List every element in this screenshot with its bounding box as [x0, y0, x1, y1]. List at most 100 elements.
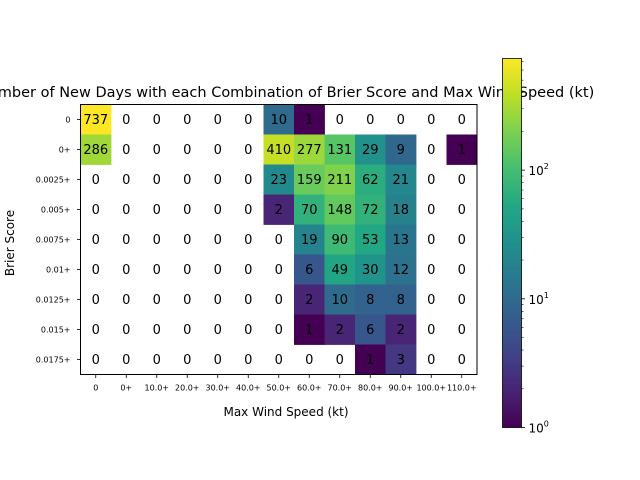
cell-value-label: 19 [301, 233, 318, 248]
cell-value-label: 8 [397, 293, 405, 308]
cell-value-label: 9 [397, 143, 405, 158]
cell-value-label: 0 [92, 323, 100, 338]
cell-value-label: 0 [336, 353, 344, 368]
cell-value-label: 0 [214, 173, 222, 188]
heatmap-cell [294, 224, 325, 255]
y-tick-label: 0 [65, 116, 70, 125]
cell-value-label: 0 [244, 233, 252, 248]
heatmap-cell [385, 254, 417, 285]
heatmap-cell [446, 134, 478, 165]
cell-value-label: 0 [153, 173, 161, 188]
cell-value-label: 0 [153, 293, 161, 308]
cell-value-label: 0 [122, 203, 130, 218]
cell-value-label: 0 [458, 173, 466, 188]
cell-value-label: 1 [458, 143, 466, 158]
cell-value-label: 286 [83, 143, 108, 158]
x-tick-label: 0 [93, 384, 98, 393]
heatmap-cell [324, 194, 356, 225]
cell-value-label: 0 [458, 113, 466, 128]
cell-value-label: 0 [214, 233, 222, 248]
colorbar-tick-label: 102 [529, 162, 549, 178]
cell-value-label: 0 [275, 233, 283, 248]
x-tick-label: 80.0+ [358, 384, 383, 393]
x-tick-label: 10.0+ [144, 384, 169, 393]
x-tick-label: 30.0+ [205, 384, 230, 393]
heatmap-cell [294, 134, 325, 165]
cell-value-label: 8 [366, 293, 374, 308]
cell-value-label: 0 [122, 353, 130, 368]
cell-value-label: 0 [214, 203, 222, 218]
cell-value-label: 148 [327, 203, 352, 218]
cell-value-label: 53 [362, 233, 379, 248]
cell-value-label: 0 [458, 353, 466, 368]
heatmap-cell [385, 134, 417, 165]
y-tick-label: 0.015+ [41, 326, 71, 335]
cell-value-label: 0 [122, 293, 130, 308]
cell-value-label: 0 [92, 173, 100, 188]
cell-value-label: 0 [153, 203, 161, 218]
y-tick-labels: 0 0+ 0.0025+ 0.005+ 0.0075+ 0.01+ 0.0125+ 0.015… [36, 116, 81, 365]
heatmap-cell [324, 254, 356, 285]
cell-value-label: 0 [153, 143, 161, 158]
cell-value-label: 0 [183, 173, 191, 188]
x-tick-label: 0+ [120, 384, 132, 393]
cell-value-label: 12 [392, 263, 409, 278]
cell-value-label: 49 [331, 263, 348, 278]
heatmap-cell [324, 224, 356, 255]
cell-value-label: 30 [362, 263, 379, 278]
colorbar: 100 101 102 [502, 58, 549, 436]
cell-value-label: 6 [366, 323, 374, 338]
cell-value-label: 18 [392, 203, 409, 218]
y-axis-label: Brier Score [3, 210, 17, 276]
cell-value-label: 0 [122, 173, 130, 188]
cell-value-label: 2 [305, 293, 313, 308]
x-tick-label: 110.0+ [447, 384, 477, 393]
heatmap-cell [355, 284, 386, 315]
heatmap-cell [263, 104, 295, 135]
cell-value-label: 0 [244, 353, 252, 368]
heatmap-cell [324, 164, 356, 195]
cell-value-label: 0 [458, 233, 466, 248]
heatmap-cell [263, 164, 295, 195]
cell-value-label: 0 [458, 323, 466, 338]
colorbar-tick-label: 100 [529, 420, 549, 436]
cell-value-label: 0 [427, 113, 435, 128]
cell-value-label: 0 [244, 143, 252, 158]
cell-value-label: 0 [122, 113, 130, 128]
x-axis-label: Max Wind Speed (kt) [223, 405, 348, 419]
y-tick-label: 0+ [59, 146, 71, 155]
cell-value-label: 70 [301, 203, 318, 218]
cell-value-label: 0 [214, 293, 222, 308]
cell-value-label: 0 [458, 263, 466, 278]
heatmap-cell [355, 134, 386, 165]
cell-value-label: 0 [244, 203, 252, 218]
heatmap-cell [355, 224, 386, 255]
heatmap-cell [263, 194, 295, 225]
cell-value-label: 0 [427, 353, 435, 368]
cell-value-label: 0 [153, 263, 161, 278]
cell-value-label: 0 [275, 263, 283, 278]
cell-value-label: 0 [214, 323, 222, 338]
cell-value-label: 29 [362, 143, 379, 158]
cell-value-label: 0 [183, 353, 191, 368]
cell-value-label: 62 [362, 173, 379, 188]
heatmap-cell [385, 344, 417, 375]
cell-value-label: 737 [83, 113, 108, 128]
colorbar-tick-label: 101 [529, 291, 549, 307]
heatmap-cell [355, 314, 386, 345]
heatmap-cell [355, 254, 386, 285]
cell-value-label: 0 [244, 323, 252, 338]
y-tick-label: 0.0075+ [36, 236, 71, 245]
cell-value-label: 0 [92, 233, 100, 248]
x-tick-label: 50.0+ [266, 384, 291, 393]
y-tick-label: 0.0025+ [36, 176, 71, 185]
cell-value-label: 23 [270, 173, 287, 188]
cell-value-label: 159 [297, 173, 322, 188]
cell-value-label: 1 [305, 113, 313, 128]
heatmap-cell [294, 314, 325, 345]
cell-value-label: 0 [183, 263, 191, 278]
cell-value-label: 0 [153, 323, 161, 338]
y-tick-label: 0.0125+ [36, 296, 71, 305]
cell-value-label: 0 [183, 233, 191, 248]
